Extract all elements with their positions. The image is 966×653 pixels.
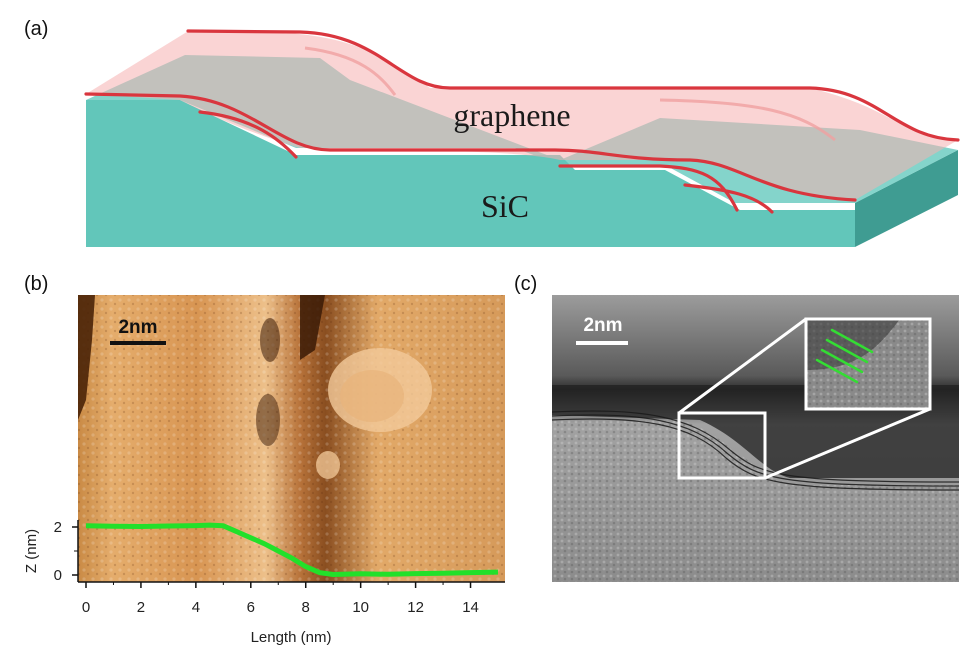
x-tick-label: 12: [407, 599, 424, 616]
lattice-lines: [815, 328, 874, 384]
x-tick-label: 8: [302, 599, 310, 616]
stm-scale-bar-label: 2nm: [118, 317, 157, 338]
graphene-inner-arc: [659, 98, 836, 142]
x-tick-label: 14: [462, 599, 479, 616]
zoom-region-box: [677, 317, 931, 480]
stm-image: [78, 295, 505, 582]
panel-a: (a) graphene SiC: [24, 18, 960, 247]
y-axis-ticks: 02: [54, 519, 78, 584]
graphene-inner-arc: [304, 46, 397, 96]
sic-side-face: [855, 150, 958, 247]
height-profile-line: [85, 522, 499, 577]
x-tick-label: 4: [192, 599, 200, 616]
x-axis-ticks: 0 2 4 6 8 10 12 14: [82, 582, 479, 616]
panel-b: (b) 2nm 0 2 4 6 8 10 12 14 02 Length (nm) Z (nm…: [23, 273, 505, 646]
y-tick-label: 0: [54, 567, 62, 584]
panel-a-label: (a): [24, 18, 48, 40]
zoom-inset: [804, 317, 932, 411]
x-tick-label: 2: [137, 599, 145, 616]
panel-b-label: (b): [24, 273, 48, 295]
sic-front-face: [86, 100, 855, 247]
panel-c-label: (c): [514, 273, 537, 295]
tem-scale-bar-label: 2nm: [583, 315, 622, 336]
x-tick-label: 0: [82, 599, 90, 616]
panel-c: (c) 2nm: [514, 273, 960, 582]
graphene-sheet: [86, 30, 958, 200]
y-tick-label: 2: [54, 519, 62, 536]
y-axis-label: Z (nm): [23, 529, 40, 573]
x-tick-label: 10: [352, 599, 369, 616]
x-axis-label: Length (nm): [251, 629, 332, 646]
sic-label: SiC: [481, 188, 529, 224]
x-tick-label: 6: [247, 599, 255, 616]
graphene-label: graphene: [453, 97, 570, 133]
graphene-edges: [84, 29, 960, 214]
